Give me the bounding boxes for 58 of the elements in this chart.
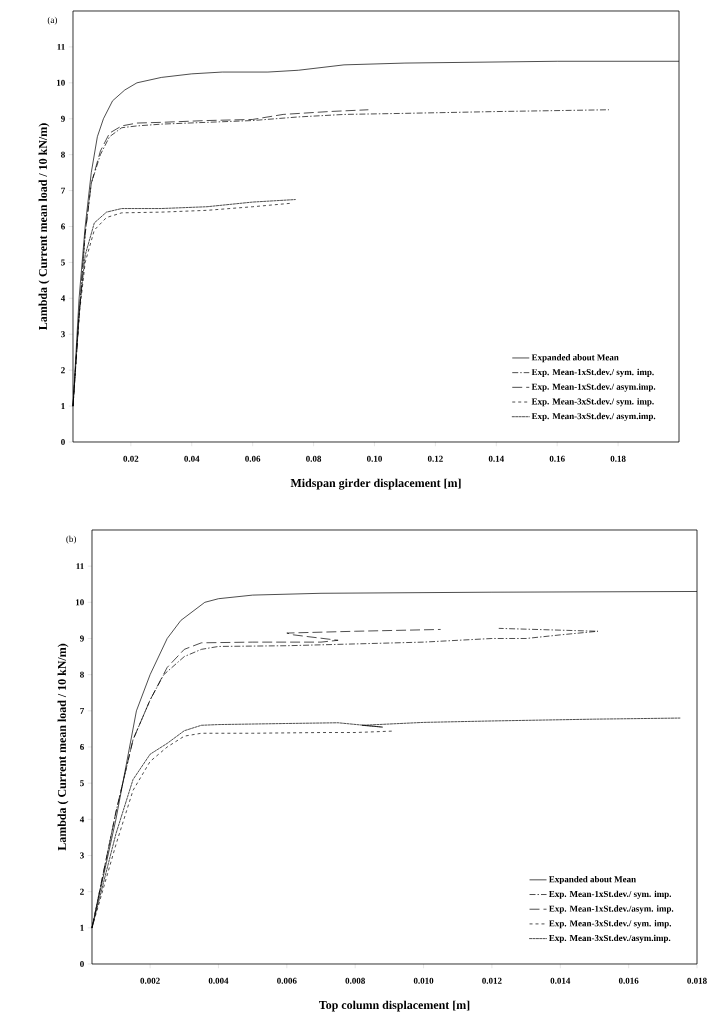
y-axis-title: Lambda ( Current mean load / 10 kN/m)	[38, 123, 50, 330]
x-tick-label: 0.012	[481, 977, 502, 984]
x-tick-label: 0.02	[123, 455, 139, 462]
legend-label: Exp. Mean-3xSt.dev./ asym.imp.	[531, 412, 656, 422]
legend-label: Exp. Mean-1xSt.dev./ asym.imp.	[531, 383, 656, 392]
y-tick-label: 11	[76, 563, 84, 570]
text: (a)	[47, 16, 57, 25]
y-tick-label: 4	[60, 295, 65, 302]
x-tick-label: 0.010	[413, 977, 434, 984]
x-tick-label: 0.08	[305, 455, 321, 462]
x-tick-label: 0.016	[618, 977, 639, 984]
x-tick-label: 0.18	[610, 455, 626, 462]
x-tick-label: 0.16	[549, 455, 565, 462]
y-axis-title: Lambda ( Current mean load / 10 kN/m)	[57, 643, 69, 851]
legend-label: Exp. Mean-3xSt.dev./ sym. imp.	[531, 398, 654, 407]
x-tick-label: 0.10	[366, 455, 382, 462]
y-tick-label: 8	[79, 671, 84, 678]
x-axis-title: Top column displacement [m]	[318, 1000, 470, 1012]
y-tick-label: 4	[79, 816, 84, 823]
x-axis-title: Midspan girder displacement [m]	[290, 478, 461, 490]
y-tick-label: 7	[80, 707, 84, 714]
y-tick-label: 0	[79, 960, 84, 968]
x-tick-label: 0.14	[488, 455, 504, 462]
y-tick-label: 5	[79, 780, 84, 787]
y-tick-label: 2	[60, 367, 65, 374]
y-tick-label: 7	[61, 187, 65, 194]
y-tick-label: 8	[60, 151, 65, 158]
legend-label: Expanded about Mean	[548, 875, 636, 885]
y-tick-label: 10	[75, 599, 84, 606]
y-tick-label: 0	[60, 438, 65, 446]
x-tick-label: 0.04	[184, 455, 200, 462]
x-tick-label: 0.12	[427, 455, 443, 462]
legend-label: Exp. Mean-1xSt.dev./ sym. imp.	[548, 890, 671, 899]
y-tick-label: 10	[56, 79, 65, 86]
legend-label: Exp. Mean-1xSt.dev./ sym. imp.	[531, 368, 654, 377]
x-tick-label: 0.006	[276, 977, 297, 984]
y-tick-label: 11	[57, 43, 65, 50]
legend-label: Exp. Mean-1xSt.dev./asym. imp.	[548, 905, 674, 914]
y-tick-label: 2	[79, 888, 84, 895]
legend-label: Exp. Mean-3xSt.dev./ sym. imp.	[548, 920, 671, 929]
x-tick-label: 0.002	[140, 977, 160, 984]
y-tick-label: 1	[80, 924, 84, 931]
x-tick-label: 0.018	[687, 977, 707, 984]
y-tick-label: 3	[60, 331, 65, 338]
y-tick-label: 1	[61, 403, 65, 410]
legend-label: Exp. Mean-3xSt.dev./asym.imp.	[548, 934, 671, 943]
x-tick-label: 0.06	[244, 455, 261, 462]
x-tick-label: 0.008	[345, 977, 365, 984]
y-tick-label: 9	[60, 115, 65, 122]
y-tick-label: 5	[60, 259, 65, 266]
text: (b)	[66, 535, 76, 544]
x-tick-label: 0.014	[550, 977, 570, 984]
y-tick-label: 3	[79, 852, 84, 859]
x-tick-label: 0.004	[208, 977, 229, 984]
y-tick-label: 9	[79, 635, 84, 642]
y-tick-label: 6	[60, 223, 65, 230]
y-tick-label: 6	[79, 743, 84, 751]
legend-label: Expanded about Mean	[531, 354, 619, 363]
